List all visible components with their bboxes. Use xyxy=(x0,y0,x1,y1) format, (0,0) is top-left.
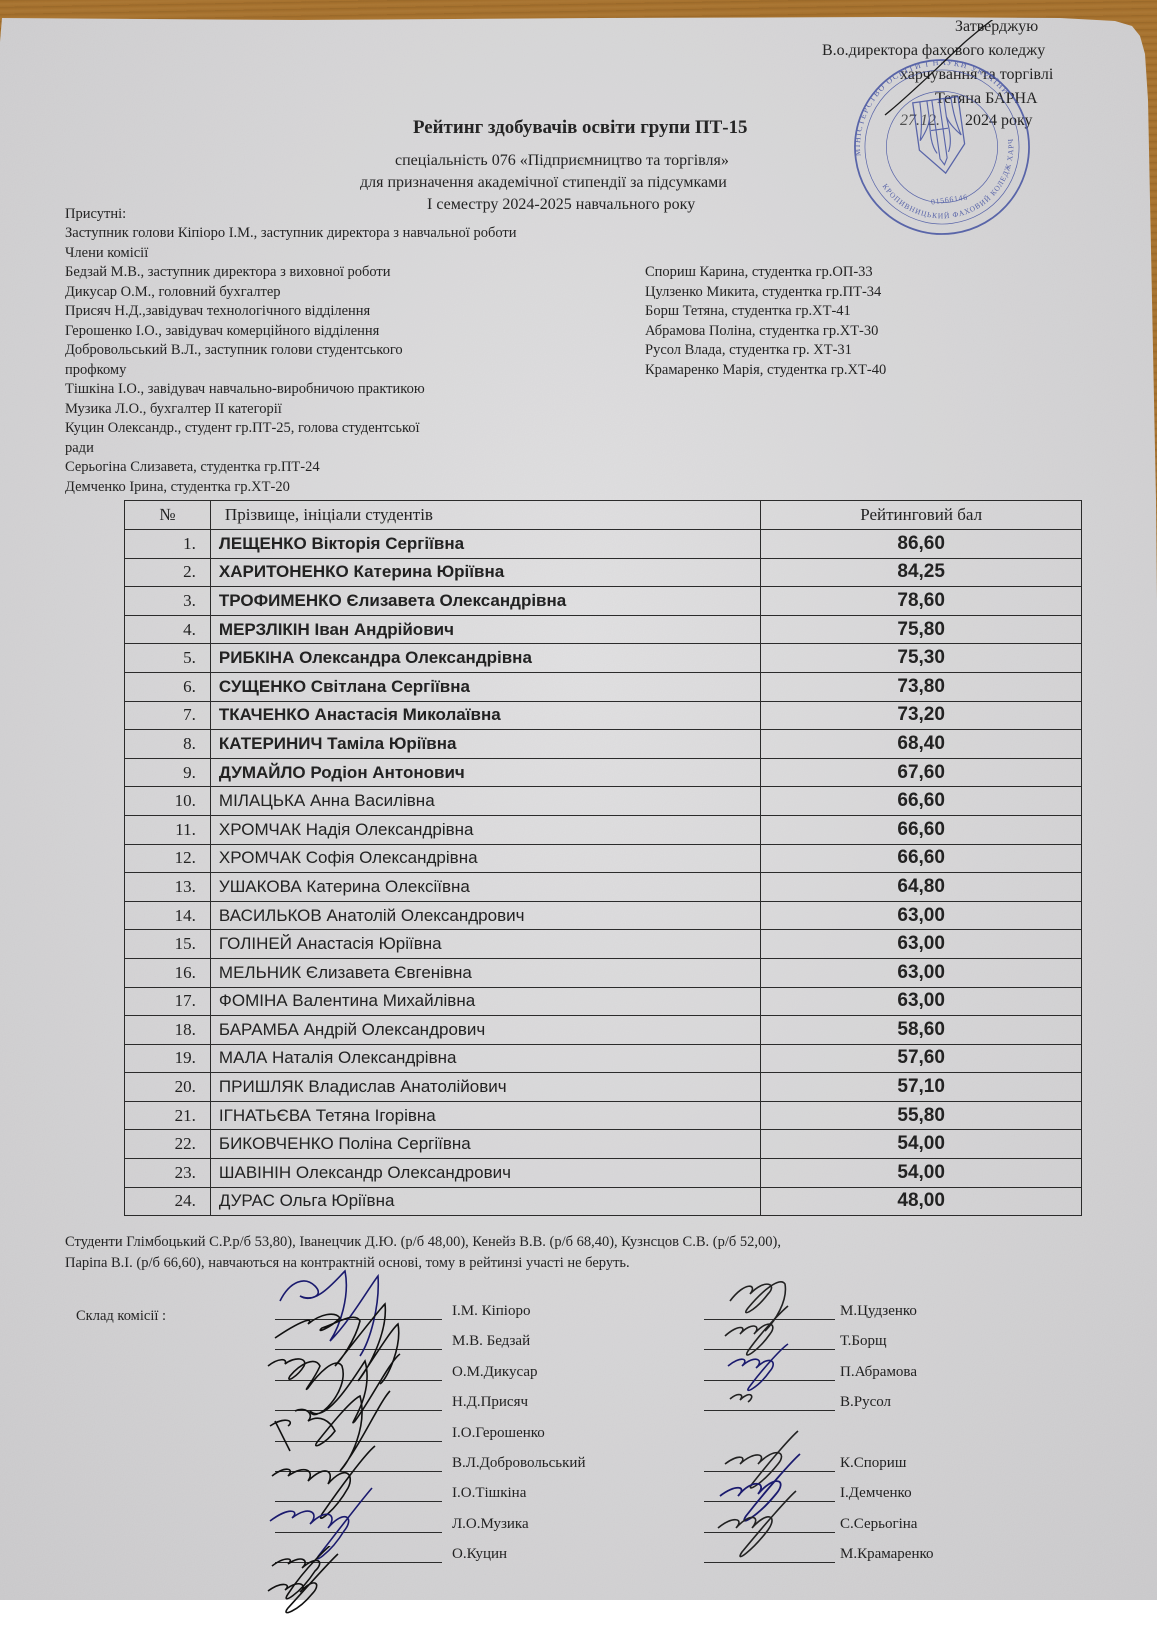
svg-text:01566146: 01566146 xyxy=(930,193,968,207)
